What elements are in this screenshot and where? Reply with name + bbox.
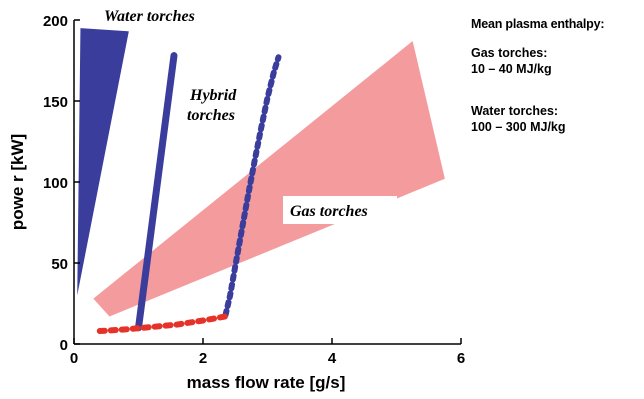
note-water-torches: Water torches: 100 – 300 MJ/kg (471, 103, 641, 135)
series-layer (96, 52, 282, 335)
low-power-dotted-curve (96, 313, 229, 335)
y-tick-label: 200 (43, 13, 68, 30)
x-tick-label: 2 (199, 350, 207, 367)
x-tick-label: 4 (328, 350, 337, 367)
note-gas-value: 10 – 40 MJ/kg (471, 62, 552, 76)
x-tick-label: 6 (457, 350, 465, 367)
label-hybrid-torches: Hybrid torches (186, 82, 256, 124)
y-tick-label: 0 (60, 337, 68, 354)
y-axis-label: powe r [kW] (8, 134, 27, 230)
gas-torches-label: Gas torches (290, 203, 368, 220)
hybrid-dotted-curve (222, 54, 282, 318)
hybrid-torches-line (135, 52, 178, 332)
regions-layer (77, 28, 445, 317)
note-gas-title: Gas torches: (471, 46, 548, 60)
y-tick-label: 150 (43, 94, 68, 111)
water-torches-label: Water torches (104, 8, 195, 25)
y-tick-label: 100 (43, 175, 68, 192)
note-water-value: 100 – 300 MJ/kg (471, 120, 566, 134)
label-water-torches: Water torches (100, 4, 234, 26)
water-torches-region (77, 28, 129, 296)
label-gas-torches: Gas torches (283, 196, 397, 224)
gas-torches-region (93, 41, 445, 317)
enthalpy-notes: Mean plasma enthalpy: Gas torches: 10 – … (471, 17, 641, 161)
notes-heading: Mean plasma enthalpy: (471, 17, 605, 31)
x-tick-label: 0 (70, 350, 78, 367)
x-axis-label: mass flow rate [g/s] (187, 373, 346, 392)
axes: 0 50 100 150 200 0 2 4 6 (43, 13, 465, 367)
note-water-title: Water torches: (471, 104, 559, 118)
note-gas-torches: Gas torches: 10 – 40 MJ/kg (471, 45, 641, 77)
y-tick-label: 50 (51, 256, 68, 273)
hybrid-torches-label: Hybrid torches (187, 87, 240, 124)
